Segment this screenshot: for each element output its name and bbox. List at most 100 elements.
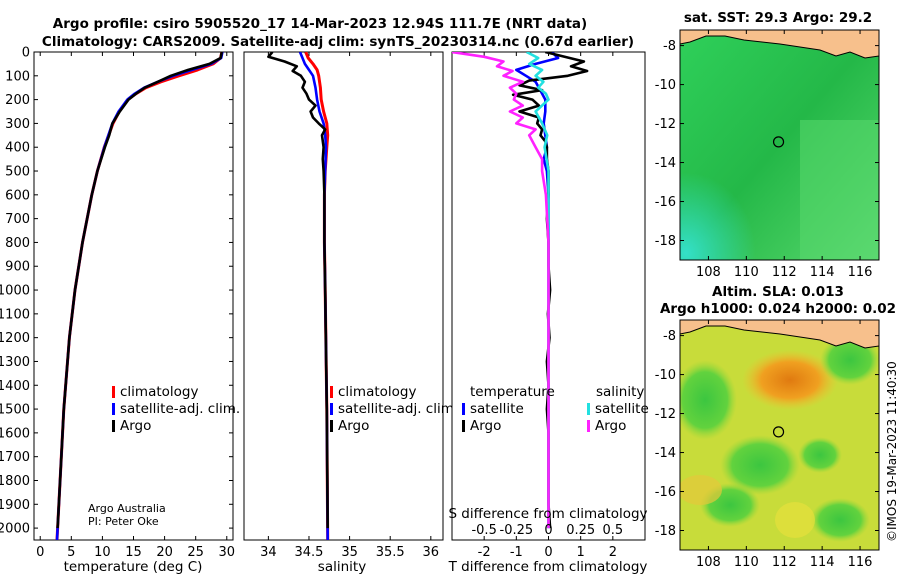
temperature-panel: 0100200300400500600700800900100011001200…	[0, 46, 645, 575]
s-tick-label: 0.5	[602, 523, 623, 538]
x-tick-label: 0	[544, 545, 552, 560]
legend-label-t-argo: Argo	[470, 418, 501, 434]
temperature-legend: climatology satellite-adj. clim. Argo	[112, 384, 240, 434]
lat-tick-label: -8	[663, 39, 676, 54]
sst-map: sat. SST: 29.3 Argo: 29.2 -8 -10 -12 -14 -16…	[655, 10, 880, 280]
salinity-lines	[267, 52, 330, 540]
x-tick-label: 30	[219, 545, 236, 560]
legend-swatch-satellite-adj	[112, 403, 115, 415]
depth-tick-label: 300	[5, 117, 30, 132]
depth-tick-label: 1500	[0, 403, 30, 418]
t-difference-ticks: -2 -1 0 1 2	[478, 52, 617, 560]
depth-tick-label: 1700	[0, 450, 30, 465]
lon-tick-label: 114	[810, 265, 835, 280]
depth-tick-label: 1300	[0, 355, 30, 370]
legend-swatch-climatology	[330, 386, 333, 398]
depth-tick-label: 800	[5, 236, 30, 251]
figure-title-line2: Climatology: CARS2009. Satellite-adj cli…	[42, 34, 634, 50]
depth-tick-label: 1400	[0, 379, 30, 394]
lat-tick-label: -12	[655, 407, 676, 422]
sla-map-title-line2: Argo h1000: 0.024 h2000: 0.02	[660, 301, 896, 317]
x-tick-label: -2	[478, 545, 491, 560]
series-line-argo	[267, 52, 329, 529]
x-tick-label: 35.5	[376, 545, 405, 560]
legend-label-satellite-adj: satellite-adj. clim.	[120, 401, 240, 417]
depth-tick-label: 1900	[0, 498, 30, 513]
series-line-argo	[56, 52, 224, 529]
legend-swatch-s-satellite	[587, 403, 590, 415]
depth-tick-label: 400	[5, 141, 30, 156]
sla-low-5	[810, 498, 870, 542]
x-tick-label: 25	[187, 545, 204, 560]
sst-float-marker	[772, 136, 785, 148]
legend-label-climatology: climatology	[120, 384, 198, 400]
x-tick-label: 10	[94, 545, 111, 560]
x-tick-label: 36	[423, 545, 440, 560]
sla-low-2	[720, 435, 800, 495]
lon-tick-label: 110	[734, 555, 759, 570]
temperature-lines	[55, 52, 224, 540]
difference-xlabel: T difference from climatology	[448, 559, 648, 575]
lon-tick-label: 112	[772, 265, 797, 280]
legend-label-argo: Argo	[338, 418, 369, 434]
lat-tick-label: -16	[655, 195, 676, 210]
s-tick-label: 0	[544, 523, 552, 538]
x-tick-label: 5	[67, 545, 75, 560]
depth-tick-label: 1000	[0, 284, 30, 299]
x-tick-label: 15	[125, 545, 142, 560]
sla-high-anomaly	[742, 350, 838, 410]
sla-map: Altim. SLA: 0.013 Argo h1000: 0.024 h200…	[655, 284, 896, 570]
lat-tick-label: -8	[663, 329, 676, 344]
sla-map-frame	[679, 319, 880, 551]
legend-swatch-argo	[330, 420, 333, 432]
salinity-legend: climatology satellite-adj. clim. Argo	[330, 384, 458, 434]
depth-tick-label: 1800	[0, 474, 30, 489]
difference-legend: temperature salinity satellite Argo sate…	[462, 384, 649, 434]
lon-tick-label: 108	[696, 265, 721, 280]
sla-warm-3	[775, 502, 815, 538]
depth-tick-label: 200	[5, 93, 30, 108]
s-tick-label: 0.25	[566, 523, 595, 538]
sla-warm-2	[680, 475, 722, 505]
depth-tick-label: 1600	[0, 426, 30, 441]
temperature-axes-box	[33, 51, 234, 541]
lat-tick-label: -18	[655, 234, 676, 249]
lat-tick-label: -18	[655, 524, 676, 539]
s-difference-ticks: -0.5 -0.25 0 0.25 0.5	[471, 523, 623, 538]
legend-swatch-argo	[112, 420, 115, 432]
depth-tick-label: 500	[5, 165, 30, 180]
depth-tick-label: 0	[22, 46, 30, 61]
sst-map-title: sat. SST: 29.3 Argo: 29.2	[684, 10, 872, 26]
depth-tick-label: 700	[5, 212, 30, 227]
land-java	[680, 30, 879, 59]
sla-low-4	[798, 437, 842, 473]
legend-swatch-satellite-adj	[330, 403, 333, 415]
series-line-s-argo	[452, 52, 550, 529]
sst-map-frame	[679, 29, 880, 261]
depth-tick-label: 900	[5, 260, 30, 275]
lon-tick-label: 116	[848, 555, 873, 570]
legend-label-satellite-adj: satellite-adj. clim.	[338, 401, 458, 417]
lon-tick-label: 112	[772, 555, 797, 570]
sst-warm-patch	[800, 120, 879, 260]
x-tick-label: 34.5	[295, 545, 324, 560]
sst-map-ticks: -8 -10 -12 -14 -16 -18 108 110 112 114 116	[655, 30, 879, 280]
figure-title-line1: Argo profile: csiro 5905520_17 14-Mar-20…	[53, 16, 587, 32]
legend-swatch-s-argo	[587, 420, 590, 432]
x-tick-label: 0	[36, 545, 44, 560]
legend-label-t-satellite: satellite	[470, 401, 524, 417]
lat-tick-label: -12	[655, 117, 676, 132]
salinity-ticks: 34 34.5 35 35.5 36	[260, 52, 439, 560]
depth-tick-label: 2000	[0, 522, 30, 537]
lon-tick-label: 114	[810, 555, 835, 570]
temperature-ticks: 0 5 10 15 20 25 30	[36, 52, 235, 560]
s-tick-label: -0.5	[471, 523, 496, 538]
s-tick-label: -0.25	[500, 523, 534, 538]
lat-tick-label: -16	[655, 485, 676, 500]
legend-swatch-climatology	[112, 386, 115, 398]
x-tick-label: 1	[577, 545, 585, 560]
land-java-sla	[680, 320, 879, 349]
difference-lines	[452, 52, 589, 529]
s-difference-label: S difference from climatology	[448, 506, 647, 522]
difference-panel: -2 -1 0 1 2 T difference from climatology S …	[448, 51, 649, 575]
